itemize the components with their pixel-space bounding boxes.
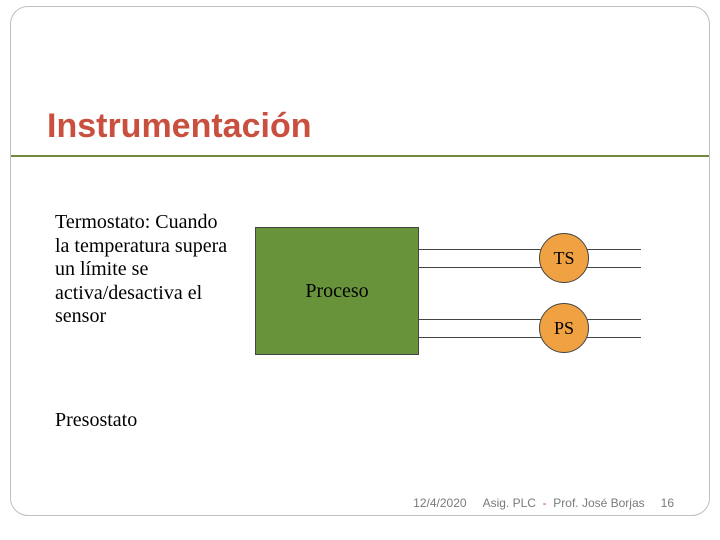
ts-sensor: TS [539,233,589,283]
ts-line [419,249,543,250]
ts-line [587,267,641,268]
ps-line [585,319,641,320]
presostato-label: Presostato [55,409,137,432]
accent-line [11,155,709,157]
ps-sensor-label: PS [554,318,574,339]
footer-author: Prof. José Borjas [553,496,644,510]
footer-dash: - [543,496,547,510]
thermostat-description: Termostato: Cuando la temperatura supera… [55,211,233,329]
ts-line [419,267,541,268]
footer: 12/4/2020 Asig. PLC - Prof. José Borjas … [0,496,720,510]
process-box: Proceso [255,227,419,355]
ps-sensor: PS [539,303,589,353]
footer-date: 12/4/2020 [413,496,466,510]
page-number: 16 [661,496,674,510]
slide-title: Instrumentación [47,107,311,146]
process-box-label: Proceso [305,280,368,303]
slide-frame: Instrumentación Termostato: Cuando la te… [10,6,710,516]
ps-line [419,337,541,338]
ps-line [419,319,543,320]
ps-line [587,337,641,338]
footer-course: Asig. PLC [483,496,536,510]
ts-sensor-label: TS [553,248,574,269]
slide: Instrumentación Termostato: Cuando la te… [0,0,720,540]
ts-line [585,249,641,250]
